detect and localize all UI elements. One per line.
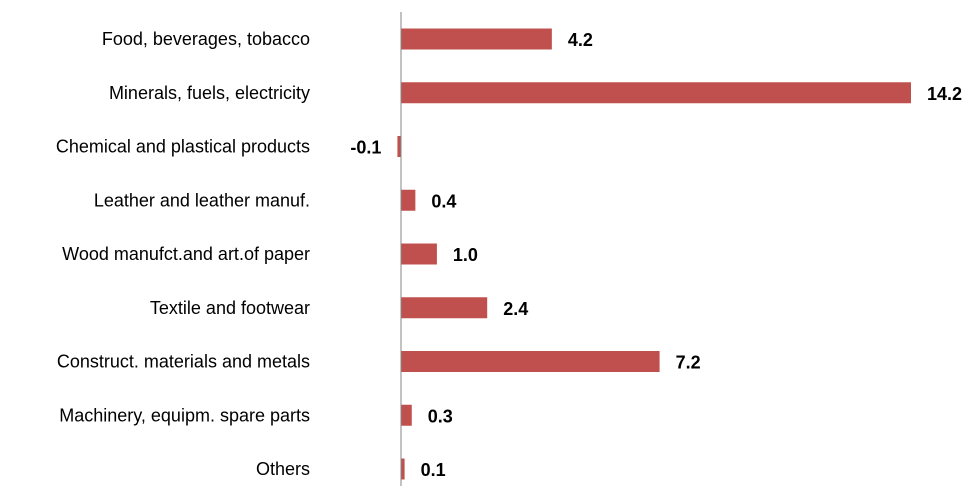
category-label: Machinery, equipm. spare parts <box>59 405 310 425</box>
bar <box>401 351 660 372</box>
category-label: Textile and footwear <box>150 298 310 318</box>
bar <box>401 28 552 50</box>
data-label: 0.3 <box>428 406 453 426</box>
bar <box>401 243 437 265</box>
category-label: Leather and leather manuf. <box>94 190 310 210</box>
category-label: Minerals, fuels, electricity <box>109 83 310 103</box>
bar <box>401 404 412 426</box>
category-label: Construct. materials and metals <box>57 352 310 372</box>
data-label: 4.2 <box>568 30 593 50</box>
category-label: Food, beverages, tobacco <box>102 29 310 49</box>
bar <box>401 189 416 211</box>
category-label: Others <box>256 459 310 479</box>
data-label: -0.1 <box>350 138 381 158</box>
category-label: Wood manufct.and art.of paper <box>62 244 310 264</box>
data-label: 14.2 <box>927 84 962 104</box>
bar <box>401 458 405 480</box>
bar <box>401 82 911 104</box>
data-label: 1.0 <box>453 245 478 265</box>
data-label: 0.4 <box>431 191 456 211</box>
data-label: 2.4 <box>503 299 528 319</box>
bar <box>401 297 488 319</box>
data-label: 0.1 <box>421 460 446 480</box>
category-label: Chemical and plastical products <box>56 137 310 157</box>
data-label: 7.2 <box>676 353 701 373</box>
bar <box>397 136 401 157</box>
